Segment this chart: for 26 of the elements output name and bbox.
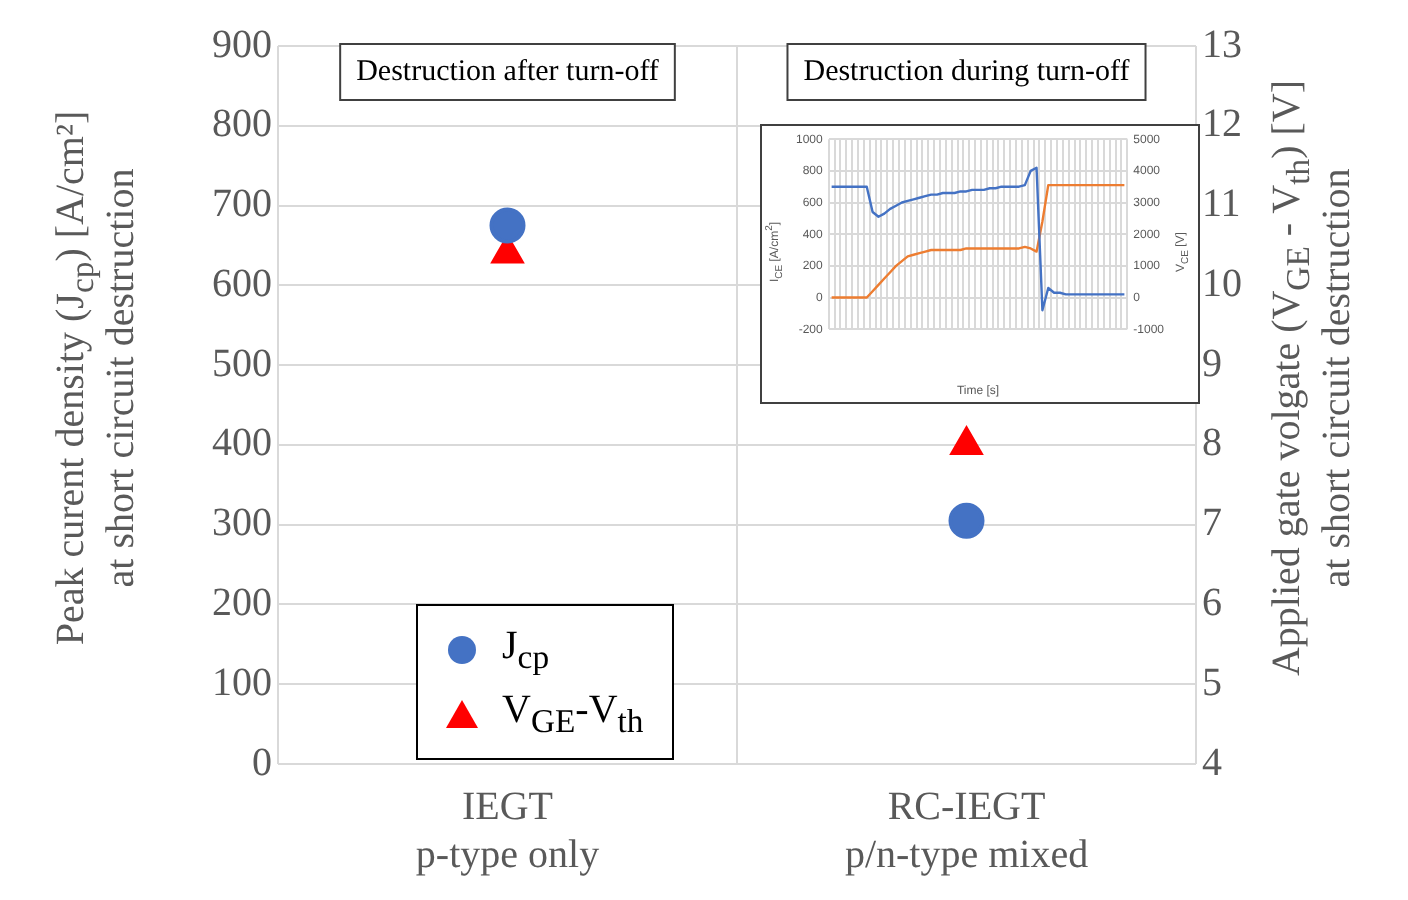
y-tick-label: 100 — [212, 660, 272, 705]
y-tick-label: 0 — [252, 740, 272, 785]
y-tick-label: 500 — [212, 341, 272, 386]
y-tick-label: 400 — [212, 421, 272, 466]
annotation: Destruction after turn-off — [356, 55, 659, 88]
y2-tick-label: 13 — [1202, 22, 1242, 67]
annotation: Destruction during turn-off — [803, 55, 1130, 88]
x-tick-label: IEGT p-type only — [415, 784, 600, 877]
y-tick-label: 600 — [212, 261, 272, 306]
y2-tick-label: 9 — [1202, 341, 1222, 386]
y2-tick-label: 8 — [1202, 421, 1222, 466]
y2-tick-label: 4 — [1202, 740, 1222, 785]
y2-tick-label: 5 — [1202, 660, 1222, 705]
y2-tick-label: 12 — [1202, 102, 1242, 147]
y-tick-label: 300 — [212, 501, 272, 546]
y2-tick-label: 10 — [1202, 261, 1242, 306]
y-tick-label: 900 — [212, 22, 272, 67]
legend-label: V$_{GE}$-V$_{th}$ — [502, 687, 644, 741]
y-tick-label: 700 — [212, 182, 272, 227]
y-tick-label: 200 — [212, 580, 272, 625]
legend-label: J$_{cp}$ — [502, 623, 550, 677]
y-tick-label: 800 — [212, 102, 272, 147]
x-tick-label: RC-IEGT p/n-type mixed — [844, 784, 1089, 877]
y2-tick-label: 7 — [1202, 501, 1222, 546]
y2-tick-label: 11 — [1202, 182, 1241, 227]
y2-tick-label: 6 — [1202, 580, 1222, 625]
